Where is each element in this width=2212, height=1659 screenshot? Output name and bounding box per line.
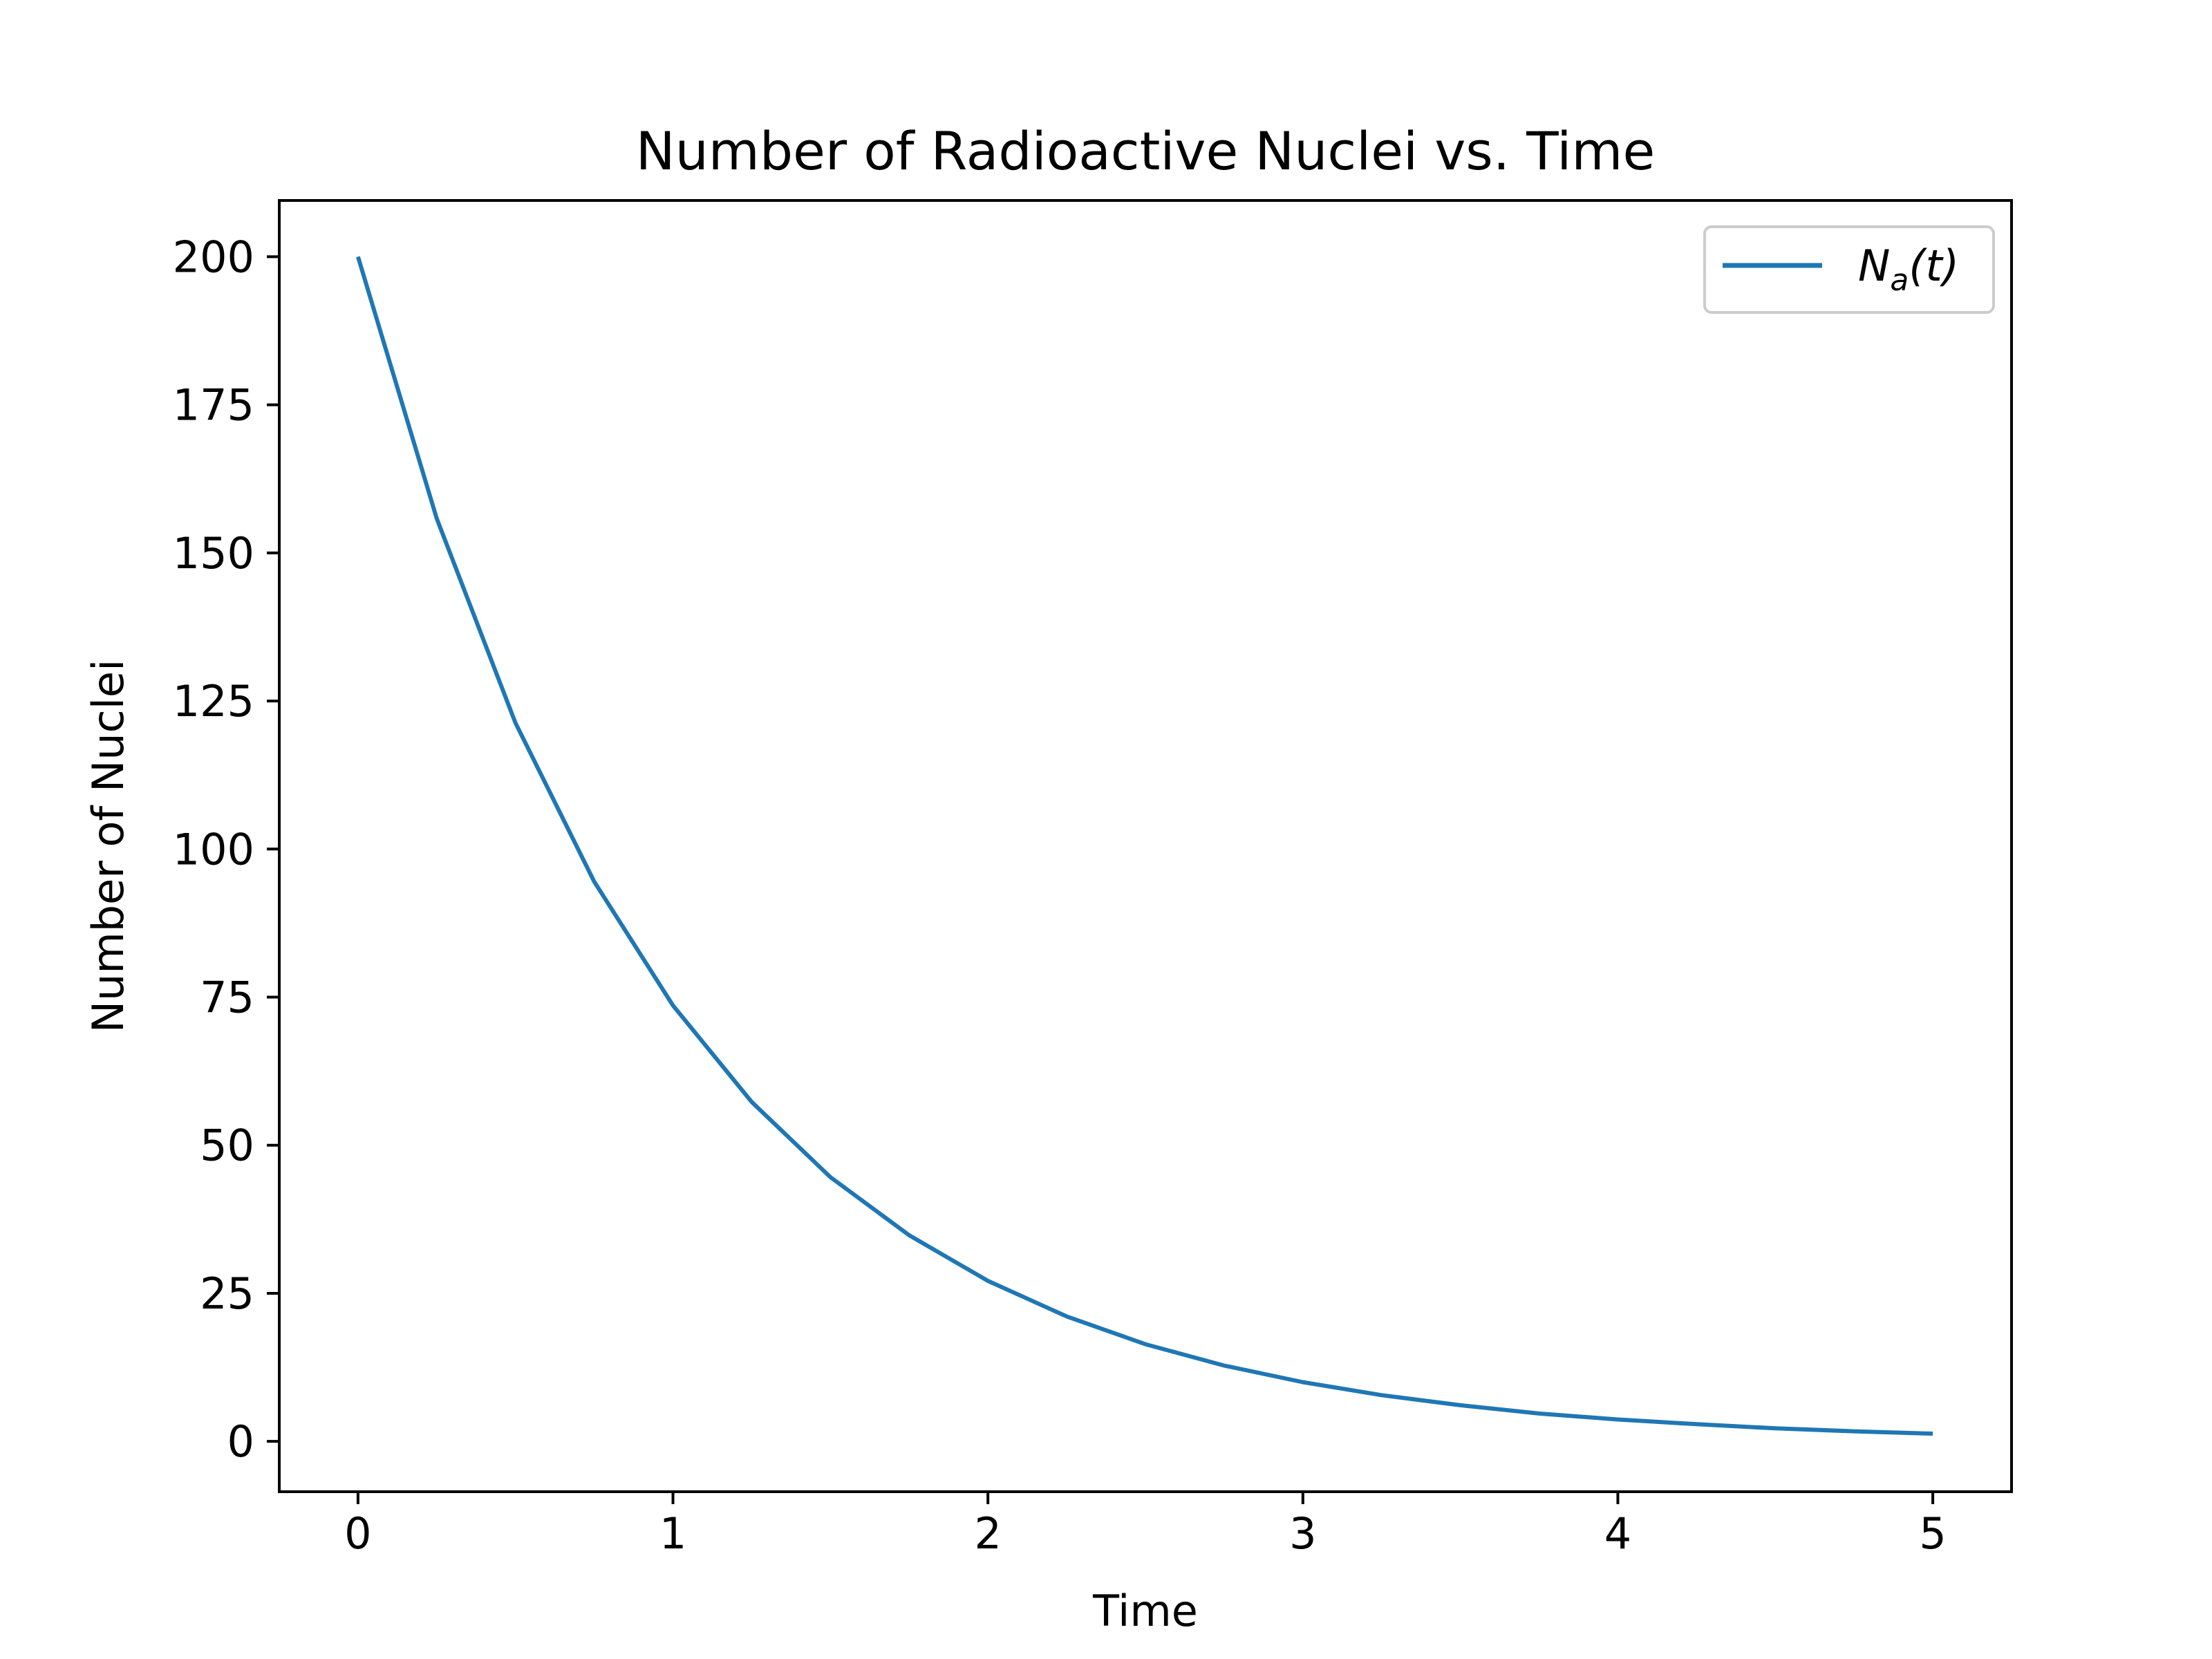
x-axis: 0 1 2 3 4 5 xyxy=(344,1492,1947,1559)
y-tick-label: 175 xyxy=(173,380,254,431)
y-tick-label: 0 xyxy=(227,1416,254,1467)
x-tick-label: 2 xyxy=(974,1508,1001,1559)
y-tick-label: 75 xyxy=(200,973,254,1023)
x-tick-label: 1 xyxy=(659,1508,686,1559)
legend-label: Na(t) xyxy=(1858,241,1959,298)
x-tick-label: 5 xyxy=(1919,1508,1946,1559)
y-tick-label: 25 xyxy=(200,1268,254,1319)
x-tick-label: 3 xyxy=(1289,1508,1316,1559)
x-tick-label: 0 xyxy=(344,1508,371,1559)
y-tick-label: 150 xyxy=(173,528,254,579)
plot-area xyxy=(356,256,1933,1436)
y-tick-label: 100 xyxy=(173,824,254,874)
chart-title: Number of Radioactive Nuclei vs. Time xyxy=(636,120,1655,182)
y-tick-label: 125 xyxy=(173,676,254,727)
series-line xyxy=(356,256,1933,1436)
y-tick-label: 200 xyxy=(173,232,254,282)
x-tick-label: 4 xyxy=(1604,1508,1631,1559)
y-axis: 0 25 50 75 100 125 150 175 200 xyxy=(173,232,279,1467)
y-axis-label: Number of Nuclei xyxy=(83,659,133,1033)
legend-box xyxy=(1703,225,1995,314)
legend: Na(t) xyxy=(1703,225,1995,314)
axes-frame xyxy=(278,199,2013,1493)
x-axis-label: Time xyxy=(1092,1586,1198,1636)
y-tick-label: 50 xyxy=(200,1121,254,1171)
